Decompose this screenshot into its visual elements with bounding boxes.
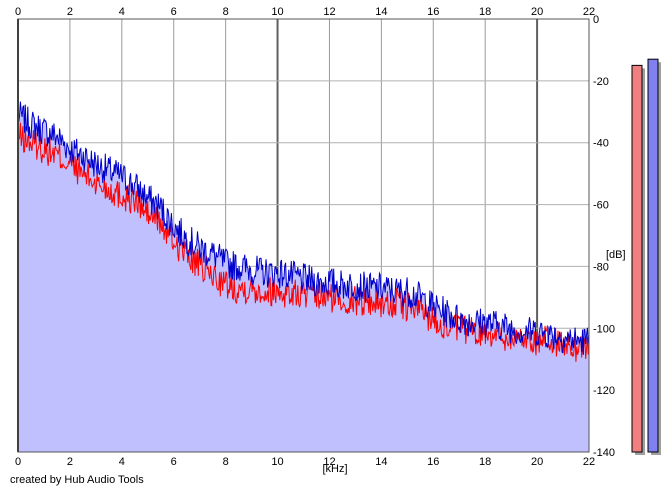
y-tick-label: -100	[593, 323, 615, 335]
x-tick-label-top: 20	[531, 6, 543, 18]
level-meter-bar	[631, 64, 643, 453]
x-tick-label-top: 10	[271, 6, 283, 18]
y-tick-label: -80	[593, 261, 609, 273]
y-tick-label: -120	[593, 385, 615, 397]
x-tick-label-top: 16	[427, 6, 439, 18]
x-tick-label-bottom: 6	[171, 456, 177, 468]
series-line-red	[17, 122, 590, 362]
x-tick-label-top: 22	[583, 6, 595, 18]
x-tick-label-top: 12	[323, 6, 335, 18]
x-tick-label-top: 4	[119, 6, 125, 18]
x-tick-label-top: 0	[15, 6, 21, 18]
x-axis-label: [kHz]	[322, 463, 347, 475]
y-tick-label: -140	[593, 447, 615, 459]
y-tick-label: -60	[593, 200, 609, 212]
y-tick-label: -20	[593, 76, 609, 88]
y-tick-label: -40	[593, 138, 609, 150]
x-tick-label-top: 8	[223, 6, 229, 18]
x-tick-label-top: 6	[171, 6, 177, 18]
x-tick-label-bottom: 18	[479, 456, 491, 468]
x-tick-label-bottom: 2	[67, 456, 73, 468]
plot-frame	[17, 18, 590, 453]
x-tick-label-bottom: 12	[323, 456, 335, 468]
y-axis-label: [dB]	[606, 249, 626, 261]
x-tick-label-bottom: 8	[223, 456, 229, 468]
y-tick-label: 0	[593, 14, 599, 26]
series-line-blue	[17, 101, 590, 355]
x-tick-label-bottom: 20	[531, 456, 543, 468]
level-meters	[631, 58, 661, 455]
x-tick-label-top: 2	[67, 6, 73, 18]
x-tick-label-bottom: 14	[375, 456, 387, 468]
x-tick-label-bottom: 16	[427, 456, 439, 468]
series-lines	[17, 101, 590, 362]
x-tick-label-bottom: 0	[15, 456, 21, 468]
credit-text: created by Hub Audio Tools	[10, 474, 144, 486]
x-tick-label-bottom: 10	[271, 456, 283, 468]
level-meter-bar	[647, 58, 659, 453]
tick-labels: 002244668810101212141416161818202022220-…	[15, 6, 615, 468]
x-tick-label-bottom: 22	[583, 456, 595, 468]
x-tick-label-top: 18	[479, 6, 491, 18]
x-tick-label-top: 14	[375, 6, 387, 18]
x-tick-label-bottom: 4	[119, 456, 125, 468]
